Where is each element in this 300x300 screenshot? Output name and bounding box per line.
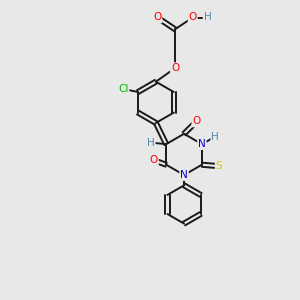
Text: O: O — [171, 63, 179, 73]
Text: O: O — [150, 155, 158, 165]
Text: H: H — [147, 138, 155, 148]
Text: Cl: Cl — [118, 84, 128, 94]
Text: S: S — [216, 161, 222, 171]
Text: O: O — [192, 116, 200, 126]
Text: O: O — [153, 13, 161, 22]
Text: N: N — [180, 170, 188, 180]
Text: N: N — [198, 139, 206, 149]
Text: H: H — [203, 13, 211, 22]
Text: O: O — [189, 13, 197, 22]
Text: H: H — [211, 132, 219, 142]
